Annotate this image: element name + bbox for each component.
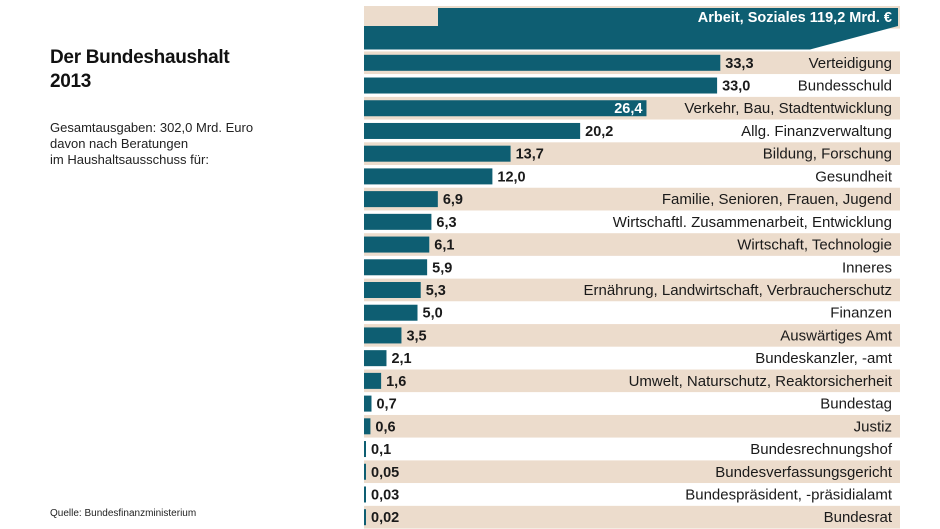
subtitle-line-3: im Haushaltsausschuss für: bbox=[50, 152, 209, 167]
value-label: 0,7 bbox=[376, 397, 396, 413]
bar bbox=[364, 304, 418, 321]
row-band bbox=[364, 187, 900, 211]
category-label: Bundeskanzler, -amt bbox=[755, 350, 893, 367]
chart-title: Der Bundeshaushalt 2013 bbox=[50, 46, 310, 94]
value-label: 0,05 bbox=[371, 465, 399, 481]
value-label: 6,1 bbox=[434, 238, 454, 254]
bar bbox=[364, 100, 647, 117]
value-label: 33,0 bbox=[722, 79, 750, 95]
bar bbox=[364, 282, 421, 298]
bar bbox=[364, 463, 366, 480]
category-label: Finanzen bbox=[830, 305, 892, 322]
value-label: 33,3 bbox=[725, 56, 753, 72]
bar bbox=[364, 486, 366, 503]
top-bar-lower bbox=[364, 26, 898, 50]
subtitle-line-2: davon nach Beratungen bbox=[50, 136, 189, 151]
category-label: Ernährung, Landwirtschaft, Verbrauchersc… bbox=[583, 282, 892, 299]
category-label: Allg. Finanzverwaltung bbox=[741, 123, 892, 140]
category-label: Wirtschaftl. Zusammenarbeit, Entwicklung bbox=[613, 214, 892, 231]
bar bbox=[364, 77, 718, 94]
bar bbox=[364, 259, 428, 276]
value-label: 6,3 bbox=[436, 215, 456, 231]
value-label: 2,1 bbox=[391, 351, 411, 367]
category-label: Bundesschuld bbox=[798, 78, 892, 95]
value-label: 0,1 bbox=[371, 442, 391, 458]
value-label: 13,7 bbox=[516, 147, 544, 163]
subtitle-line-1: Gesamtausgaben: 302,0 Mrd. Euro bbox=[50, 120, 254, 135]
bar bbox=[364, 236, 430, 253]
category-label: Bildung, Forschung bbox=[763, 146, 892, 163]
source-note: Quelle: Bundesfinanzministerium bbox=[50, 508, 197, 519]
bar bbox=[364, 418, 371, 435]
bar bbox=[364, 145, 511, 162]
title-line-1: Der Bundeshaushalt bbox=[50, 47, 230, 68]
category-label: Bundesrat bbox=[824, 509, 893, 526]
row-band bbox=[364, 301, 900, 325]
value-label: 3,5 bbox=[406, 328, 426, 344]
value-label: 0,03 bbox=[371, 487, 399, 503]
category-label: Inneres bbox=[842, 259, 892, 276]
value-label: 12,0 bbox=[497, 169, 525, 185]
category-label: Wirtschaft, Technologie bbox=[737, 237, 892, 254]
value-label: 26,4 bbox=[614, 101, 642, 117]
row-band bbox=[364, 505, 900, 529]
category-label: Bundesrechnungshof bbox=[750, 441, 893, 458]
category-label: Bundesverfassungsgericht bbox=[715, 464, 893, 481]
bar bbox=[364, 395, 372, 412]
row-band bbox=[364, 165, 900, 188]
row-band bbox=[364, 437, 900, 461]
value-label: 20,2 bbox=[585, 124, 613, 140]
value-label: 0,6 bbox=[375, 419, 395, 435]
value-label: 5,3 bbox=[426, 283, 446, 299]
bar bbox=[364, 327, 402, 344]
category-label: Bundespräsident, -präsidialamt bbox=[685, 486, 893, 503]
title-line-2: 2013 bbox=[50, 71, 92, 92]
chart-subtitle: Gesamtausgaben: 302,0 Mrd. Euro davon na… bbox=[50, 120, 310, 168]
bar bbox=[364, 54, 721, 71]
row-band bbox=[364, 346, 900, 370]
top-bar-label: Arbeit, Soziales 119,2 Mrd. € bbox=[698, 10, 892, 26]
row-band bbox=[364, 483, 900, 506]
row-band bbox=[364, 392, 900, 415]
category-label: Justiz bbox=[854, 418, 892, 435]
category-label: Umwelt, Naturschutz, Reaktorsicherheit bbox=[629, 373, 893, 390]
category-label: Bundestag bbox=[820, 396, 892, 413]
row-band bbox=[364, 460, 900, 484]
row-band bbox=[364, 278, 900, 302]
row-band bbox=[364, 255, 900, 279]
bar bbox=[364, 191, 438, 208]
category-label: Verteidigung bbox=[809, 55, 892, 72]
bar bbox=[364, 168, 493, 185]
row-band bbox=[364, 233, 900, 256]
category-label: Gesundheit bbox=[815, 168, 893, 185]
row-band bbox=[364, 210, 900, 234]
category-label: Familie, Senioren, Frauen, Jugend bbox=[662, 191, 892, 208]
category-label: Verkehr, Bau, Stadtentwicklung bbox=[684, 100, 892, 117]
value-label: 1,6 bbox=[386, 374, 406, 390]
bar bbox=[364, 122, 581, 139]
bar bbox=[364, 441, 366, 458]
value-label: 5,9 bbox=[432, 260, 452, 276]
value-label: 0,02 bbox=[371, 510, 399, 526]
value-label: 5,0 bbox=[423, 306, 443, 322]
top-bar-upper bbox=[438, 8, 898, 26]
bar bbox=[364, 509, 366, 526]
value-label: 6,9 bbox=[443, 192, 463, 208]
row-band bbox=[364, 414, 900, 438]
row-band bbox=[364, 369, 900, 393]
bar bbox=[364, 372, 382, 389]
category-label: Auswärtiges Amt bbox=[780, 327, 893, 344]
bar bbox=[364, 350, 387, 367]
row-band bbox=[364, 324, 900, 347]
bar bbox=[364, 213, 432, 230]
